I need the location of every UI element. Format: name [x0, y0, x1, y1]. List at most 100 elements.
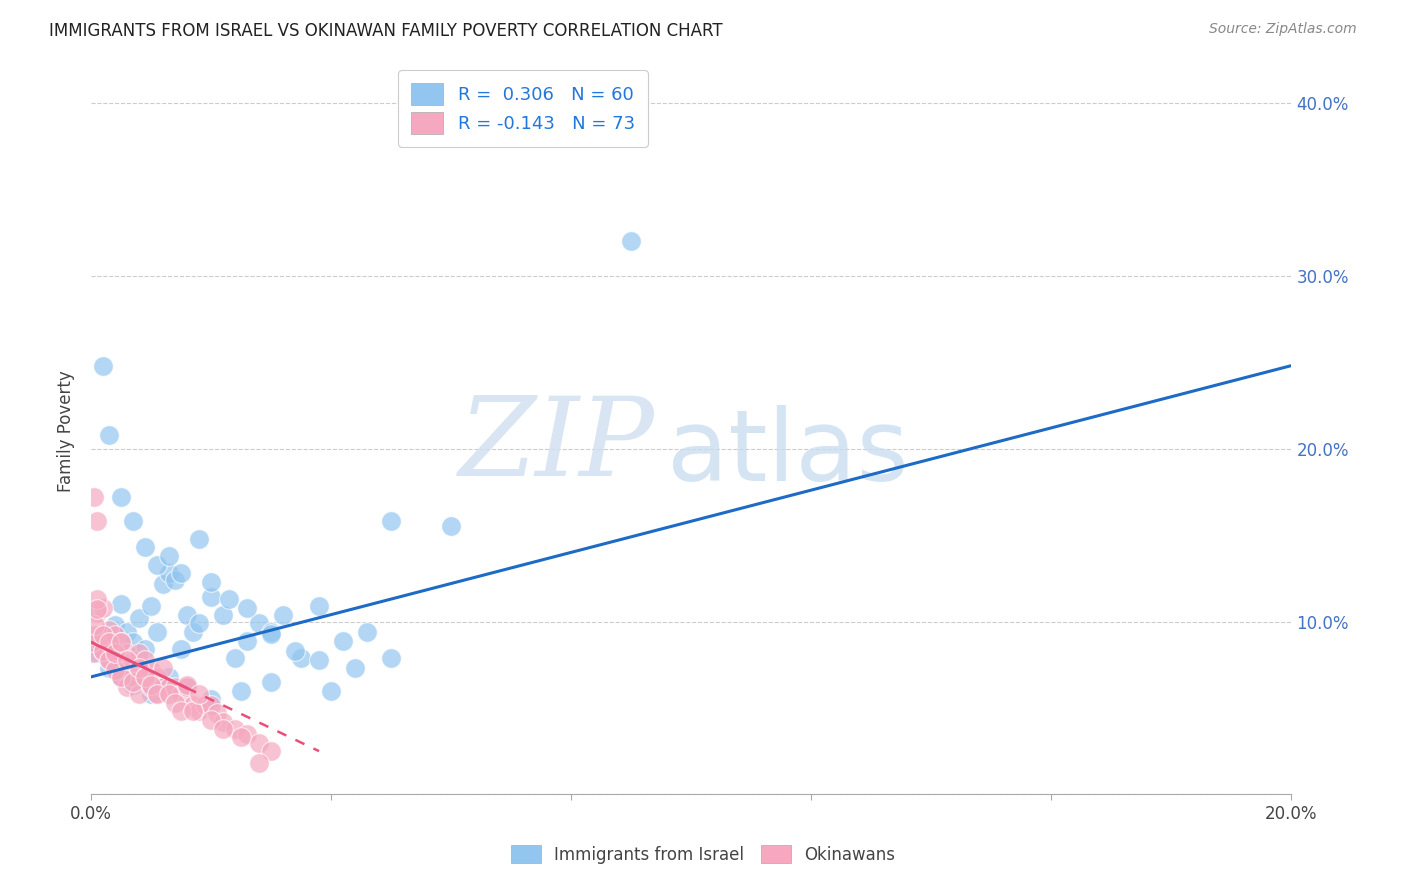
Point [110, 663, 132, 677]
Point [157, 566, 180, 581]
Legend: R =  0.306   N = 60, R = -0.143   N = 73: R = 0.306 N = 60, R = -0.143 N = 73 [398, 70, 648, 147]
Point [170, 687, 193, 701]
Point [86, 514, 108, 528]
Point [91, 628, 114, 642]
Point [200, 698, 222, 712]
Point [218, 592, 240, 607]
Point [91, 630, 114, 644]
Point [104, 646, 127, 660]
Point [139, 687, 162, 701]
Point [205, 706, 228, 720]
Point [86, 646, 108, 660]
Point [82, 635, 104, 649]
Point [98, 652, 121, 666]
Point [139, 678, 162, 692]
Point [165, 680, 187, 694]
Point [110, 670, 132, 684]
Point [134, 540, 156, 554]
Point [110, 597, 132, 611]
Point [157, 670, 180, 684]
Point [128, 646, 150, 660]
Point [110, 490, 132, 504]
Point [176, 680, 198, 694]
Point [122, 678, 145, 692]
Point [82, 646, 104, 660]
Point [530, 113, 553, 128]
Point [139, 599, 162, 613]
Point [83, 618, 105, 632]
Point [122, 670, 145, 684]
Point [152, 661, 174, 675]
Point [110, 635, 132, 649]
Point [98, 635, 121, 649]
Point [115, 646, 138, 660]
Text: atlas: atlas [666, 405, 908, 501]
Point [115, 652, 138, 666]
Text: Source: ZipAtlas.com: Source: ZipAtlas.com [1209, 22, 1357, 37]
Point [356, 624, 378, 639]
Point [176, 678, 198, 692]
Point [128, 687, 150, 701]
Point [290, 650, 312, 665]
Point [344, 661, 367, 675]
Point [104, 663, 127, 677]
Point [152, 576, 174, 591]
Point [83, 490, 105, 504]
Point [188, 687, 211, 701]
Point [188, 532, 211, 546]
Point [91, 628, 114, 642]
Point [224, 650, 246, 665]
Point [104, 618, 127, 632]
Point [110, 670, 132, 684]
Point [128, 611, 150, 625]
Point [188, 705, 211, 719]
Point [86, 632, 108, 646]
Point [134, 642, 156, 657]
Point [260, 675, 283, 690]
Point [139, 663, 162, 677]
Point [200, 692, 222, 706]
Point [98, 428, 121, 442]
Point [181, 698, 204, 712]
Point [260, 624, 283, 639]
Point [146, 624, 169, 639]
Point [188, 616, 211, 631]
Point [115, 680, 138, 694]
Point [104, 628, 127, 642]
Point [308, 652, 330, 666]
Point [91, 359, 114, 373]
Point [122, 514, 145, 528]
Point [170, 705, 193, 719]
Point [83, 628, 105, 642]
Point [229, 731, 252, 745]
Point [128, 661, 150, 675]
Point [139, 680, 162, 694]
Point [98, 652, 121, 666]
Point [104, 646, 127, 660]
Point [134, 670, 156, 684]
Legend: Immigrants from Israel, Okinawans: Immigrants from Israel, Okinawans [505, 838, 901, 871]
Point [91, 600, 114, 615]
Point [319, 683, 342, 698]
Point [157, 687, 180, 701]
Point [332, 633, 354, 648]
Point [181, 705, 204, 719]
Point [86, 592, 108, 607]
Point [91, 644, 114, 658]
Point [170, 642, 193, 657]
Point [176, 680, 198, 694]
Point [110, 670, 132, 684]
Point [212, 714, 235, 729]
Point [236, 600, 259, 615]
Point [157, 549, 180, 563]
Point [236, 727, 259, 741]
Point [157, 680, 180, 694]
Point [146, 687, 169, 701]
Point [98, 635, 121, 649]
Point [200, 574, 222, 589]
Point [284, 644, 307, 658]
Point [152, 680, 174, 694]
Point [115, 624, 138, 639]
Point [146, 687, 169, 701]
Point [134, 670, 156, 684]
